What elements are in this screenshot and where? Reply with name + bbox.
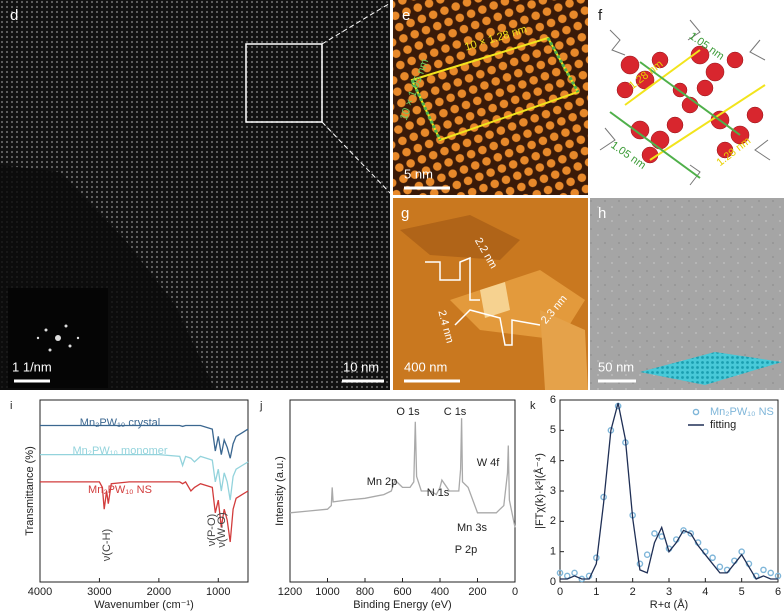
panel-label: f	[598, 7, 603, 24]
molecule-clusters	[616, 45, 764, 164]
x-tick-label: 1200	[278, 586, 302, 598]
y-axis-label: Transmittance (%)	[24, 446, 36, 535]
legend-label: Mn₂PW₁₀ NS	[710, 406, 774, 418]
zoom-line	[321, 1, 393, 45]
panel-label: k	[530, 400, 536, 412]
cell-edge	[410, 79, 442, 141]
x-axis-label: Binding Energy (eV)	[353, 599, 451, 611]
annotation: P 2p	[455, 544, 477, 556]
panel-label: i	[10, 400, 12, 412]
x-tick-label: 800	[356, 586, 374, 598]
x-tick-label: 400	[431, 586, 449, 598]
y-tick-label: 4	[550, 455, 556, 467]
height-profile	[425, 256, 480, 301]
scale-label: 400 nm	[404, 359, 447, 374]
cell-edge	[546, 37, 580, 93]
annotation: W 4f	[477, 457, 501, 469]
y-tick-label: 3	[550, 485, 556, 497]
data-point	[680, 527, 687, 534]
x-tick-label: 4000	[28, 586, 52, 598]
annotation: ν(C-H)	[101, 529, 113, 561]
x-tick-label: 1000	[315, 586, 339, 598]
annotation: N 1s	[427, 487, 450, 499]
panel-label: h	[598, 205, 606, 222]
panel-e-image	[393, 0, 588, 195]
series-label: Mn₂PW₁₀ crystal	[80, 417, 160, 429]
x-tick-label: 1	[593, 586, 599, 598]
annotation: Mn 3s	[457, 522, 487, 534]
annotation: C 1s	[444, 406, 467, 418]
annotation: O 1s	[396, 406, 420, 418]
scale-label: 5 nm	[404, 166, 433, 181]
zoom-line	[321, 121, 393, 196]
series-label: Mn₂PW₁₀ NS	[88, 484, 152, 496]
legend-marker	[692, 408, 700, 416]
plot-frame	[289, 399, 516, 583]
series-line	[40, 424, 249, 459]
y-tick-label: 0	[550, 576, 556, 588]
x-tick-label: 2	[630, 586, 636, 598]
data-point	[709, 554, 716, 562]
series-line	[289, 418, 516, 528]
y-tick-label: 6	[550, 394, 556, 406]
series-line	[560, 402, 778, 580]
x-tick-label: 3000	[87, 586, 111, 598]
y-tick-label: 5	[550, 424, 556, 436]
panel-label: g	[401, 205, 409, 222]
data-point	[738, 548, 745, 555]
legend-label: fitting	[710, 419, 736, 431]
x-tick-label: 4	[702, 586, 708, 598]
sheet-model	[640, 352, 782, 385]
data-point	[643, 551, 651, 559]
y-tick-label: 2	[550, 515, 556, 527]
flake	[400, 215, 520, 260]
series-label: Mn₂PW₁₀ monomer	[72, 445, 167, 457]
scale-label: 1 1/nm	[12, 359, 52, 374]
panel-label: j	[259, 400, 262, 412]
series-line	[40, 481, 249, 543]
data-point	[687, 530, 695, 537]
annotation: ν(P-O)	[206, 514, 218, 546]
fft-spots	[36, 324, 80, 352]
height-profile	[454, 309, 541, 346]
data-point	[571, 569, 578, 577]
x-tick-label: 0	[557, 586, 563, 598]
plot-frame	[559, 399, 779, 583]
x-tick-label: 0	[512, 586, 518, 598]
flake	[480, 282, 510, 318]
dim-line	[639, 61, 741, 136]
x-tick-label: 6	[775, 586, 781, 598]
ligands	[599, 19, 771, 186]
y-axis-label: |FTχ(k)·k³|(Å⁻⁴)	[533, 453, 546, 529]
x-tick-label: 5	[739, 586, 745, 598]
dim-line	[649, 84, 766, 161]
scale-label: 50 nm	[598, 359, 634, 374]
x-tick-label: 200	[468, 586, 486, 598]
scale-label: 10 nm	[343, 359, 379, 374]
annotation: ν(W-O)	[216, 512, 228, 547]
x-tick-label: 1000	[206, 586, 230, 598]
zoom-box	[245, 43, 323, 123]
panel-label: e	[402, 7, 410, 24]
x-tick-label: 600	[393, 586, 411, 598]
x-tick-label: 3	[666, 586, 672, 598]
data-point	[716, 563, 724, 571]
y-axis-label: Intensity (a.u.)	[274, 456, 286, 526]
x-tick-label: 2000	[147, 586, 171, 598]
series-line	[40, 453, 249, 501]
annotation: Mn 2p	[367, 476, 398, 488]
data-point	[760, 566, 767, 574]
dim-line	[609, 111, 701, 179]
data-point	[556, 569, 564, 577]
panel-label: d	[10, 7, 18, 24]
data-point	[767, 569, 775, 577]
y-tick-label: 1	[550, 546, 556, 558]
x-axis-label: Wavenumber (cm⁻¹)	[94, 599, 194, 611]
x-axis-label: R+α (Å)	[650, 598, 688, 611]
flake	[540, 310, 588, 390]
data-point	[651, 530, 658, 537]
